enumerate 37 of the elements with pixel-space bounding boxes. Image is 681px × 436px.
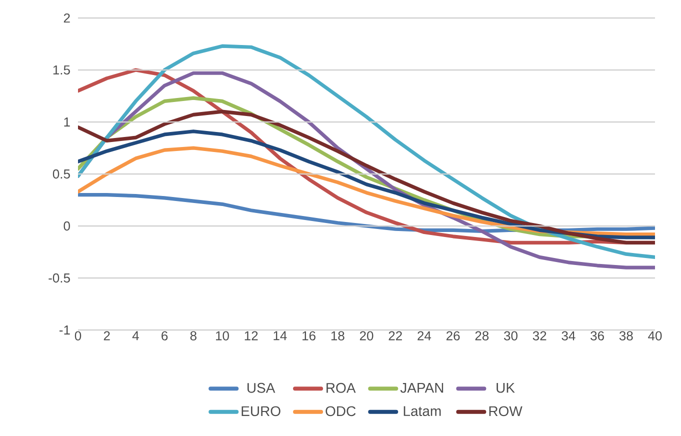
y-tick-label: -0.5 xyxy=(48,273,70,283)
legend-label: USA xyxy=(248,382,276,393)
x-tick-label: 24 xyxy=(418,331,432,340)
legend-label: Latam xyxy=(404,406,441,416)
y-tick-label: 1 xyxy=(64,118,70,126)
x-tick-label: 30 xyxy=(504,331,518,340)
x-tick-label: 28 xyxy=(475,331,489,340)
x-tick-label: 18 xyxy=(331,331,344,340)
x-tick-label: 38 xyxy=(619,331,633,340)
x-tick-label: 16 xyxy=(302,331,316,340)
x-tick-label: 2 xyxy=(104,331,110,340)
x-tick-label: 4 xyxy=(132,331,139,340)
x-tick-label: 6 xyxy=(162,331,168,340)
legend-label: EURO xyxy=(242,406,280,416)
x-tick-label: 32 xyxy=(532,331,546,340)
y-tick-label: 0 xyxy=(64,221,70,231)
y-tick-label: 1.5 xyxy=(53,65,70,75)
x-tick-label: 0 xyxy=(74,331,82,340)
legend-label: ODC xyxy=(326,406,356,416)
x-tick-label: 10 xyxy=(216,331,229,340)
x-tick-label: 36 xyxy=(590,331,604,340)
x-tick-label: 34 xyxy=(562,331,576,340)
y-tick-label: -1 xyxy=(60,326,70,334)
legend-label: ROA xyxy=(326,382,356,393)
line-series xyxy=(78,146,656,236)
x-tick-label: 20 xyxy=(360,331,374,340)
y-tick-label: 0.5 xyxy=(52,169,70,179)
x-tick-label: 14 xyxy=(274,331,287,340)
x-tick-label: 26 xyxy=(446,331,460,340)
legend-label: UK xyxy=(496,383,515,393)
x-tick-label: 22 xyxy=(388,331,402,340)
x-tick-label: 12 xyxy=(244,331,258,340)
x-tick-label: 8 xyxy=(190,331,196,340)
legend-label: ROW xyxy=(489,406,522,416)
y-tick-label: 2 xyxy=(64,13,70,23)
legend-label: JAPAN xyxy=(400,383,444,393)
x-tick-label: 40 xyxy=(648,331,662,340)
